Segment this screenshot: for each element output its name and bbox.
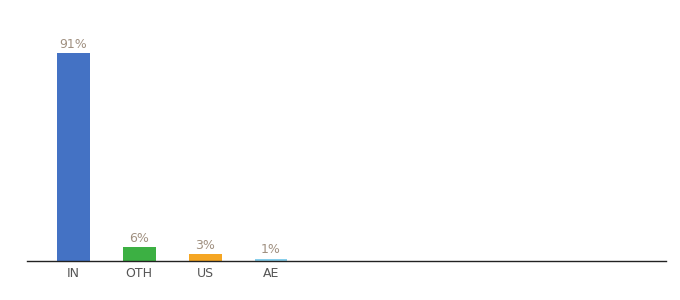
- Text: 6%: 6%: [129, 232, 149, 245]
- Bar: [123, 247, 156, 261]
- Text: 91%: 91%: [59, 38, 87, 51]
- Text: 1%: 1%: [261, 243, 281, 256]
- Text: 3%: 3%: [195, 239, 215, 252]
- Bar: [57, 53, 90, 261]
- Bar: [188, 254, 222, 261]
- Bar: [254, 259, 288, 261]
